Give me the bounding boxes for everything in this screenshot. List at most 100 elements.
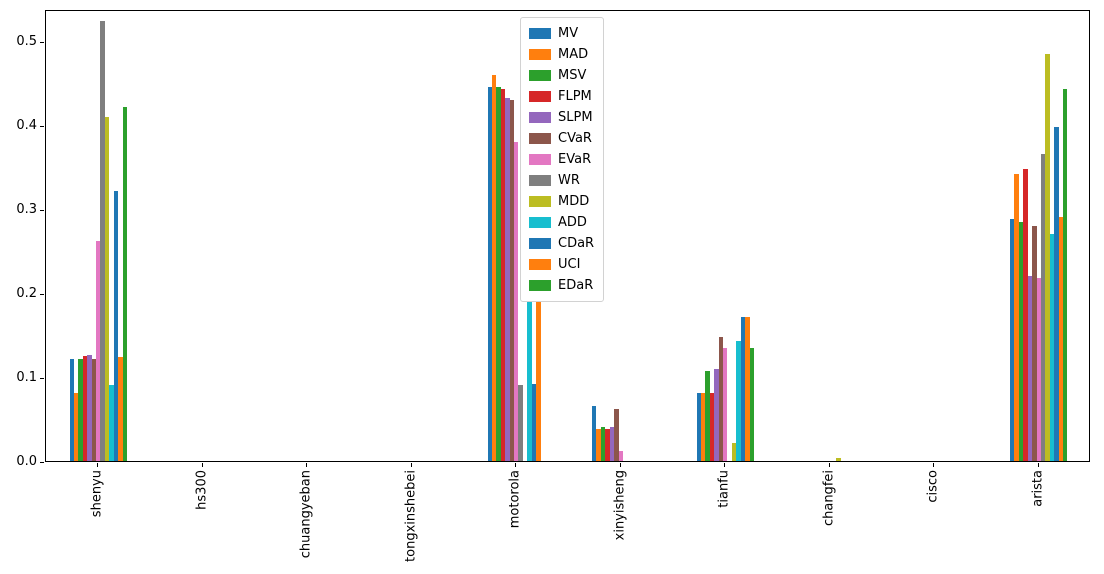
x-tick-label-text: hs300 xyxy=(194,470,210,510)
legend-swatch-UCI xyxy=(529,259,551,270)
bar-ADD-arista xyxy=(1049,234,1055,461)
bar-UCI-shenyu xyxy=(118,356,123,461)
legend-swatch-MDD xyxy=(529,196,551,207)
bar-FLPM-xinyisheng xyxy=(605,429,610,461)
legend-item-CVaR: CVaR xyxy=(529,128,594,149)
legend-label: MV xyxy=(558,26,579,41)
bar-MV-motorola xyxy=(487,87,492,461)
y-tick-mark xyxy=(40,377,44,379)
legend-label: FLPM xyxy=(558,89,592,104)
bar-MDD-shenyu xyxy=(104,117,110,461)
bar-EDaR-arista xyxy=(1063,88,1068,461)
x-tick-label-text: tongxinshebei xyxy=(403,470,419,562)
bar-MSV-shenyu xyxy=(78,359,83,461)
bar-ADD-shenyu xyxy=(109,384,114,461)
bar-MV-arista xyxy=(1010,219,1015,461)
legend-label: EDaR xyxy=(558,278,594,293)
legend-swatch-ADD xyxy=(529,217,551,228)
bar-SLPM-shenyu xyxy=(87,355,92,461)
legend-item-MAD: MAD xyxy=(529,44,594,65)
y-tick-mark xyxy=(40,462,44,463)
legend-swatch-CVaR xyxy=(529,133,551,144)
x-tick-label: arista xyxy=(1030,470,1045,511)
x-tick-mark xyxy=(201,463,203,467)
bar-MSV-tianfu xyxy=(705,371,710,461)
x-tick-mark xyxy=(933,463,935,467)
legend-label: EVaR xyxy=(558,152,592,167)
x-tick-mark xyxy=(515,463,517,467)
bar-CVaR-xinyisheng xyxy=(614,408,619,461)
bar-FLPM-tianfu xyxy=(709,392,715,461)
legend-box: MV MAD MSV FLPM SLPM CVaR EVaR WR MDD ADD CDaR UCI E… xyxy=(520,17,605,302)
legend-item-EDaR: EDaR xyxy=(529,275,594,296)
x-tick-label: chuangyeban xyxy=(299,470,314,562)
x-tick-label-text: cisco xyxy=(925,470,941,503)
bar-SLPM-xinyisheng xyxy=(609,427,615,461)
bar-UCI-tianfu xyxy=(745,316,750,461)
bar-EVaR-xinyisheng xyxy=(618,450,623,461)
legend-swatch-FLPM xyxy=(529,91,551,102)
y-tick-label: 0.0 xyxy=(16,454,37,469)
x-tick-label-text: changfei xyxy=(821,470,837,527)
x-tick-label-text: arista xyxy=(1030,470,1046,507)
bar-SLPM-arista xyxy=(1027,276,1033,461)
y-tick-label: 0.2 xyxy=(16,285,37,301)
x-tick-mark xyxy=(1037,463,1039,467)
x-tick-label: xinyisheng xyxy=(612,470,627,544)
x-tick-mark xyxy=(724,463,726,467)
bar-MSV-arista xyxy=(1018,221,1024,461)
bar-MAD-xinyisheng xyxy=(596,429,601,461)
bar-CDaR-shenyu xyxy=(113,191,119,461)
bar-ADD-tianfu xyxy=(736,340,741,461)
bar-MAD-motorola xyxy=(491,74,497,461)
legend-item-MSV: MSV xyxy=(529,65,594,86)
x-tick-label: tongxinshebei xyxy=(403,470,418,566)
bar-MSV-motorola xyxy=(496,87,501,461)
x-tick-label: cisco xyxy=(926,470,941,507)
bar-EVaR-motorola xyxy=(514,141,519,461)
legend-swatch-EDaR xyxy=(529,280,551,291)
bar-UCI-arista xyxy=(1058,217,1064,461)
bar-EVaR-shenyu xyxy=(96,240,101,461)
y-tick-label: 0.5 xyxy=(16,33,37,49)
legend-label: UCI xyxy=(558,257,581,272)
legend-item-WR: WR xyxy=(529,170,594,191)
legend-label: ADD xyxy=(558,215,587,230)
x-tick-label: motorola xyxy=(508,470,523,532)
y-tick-label: 0.4 xyxy=(16,117,37,133)
bar-CVaR-tianfu xyxy=(718,336,724,461)
bar-EDaR-shenyu xyxy=(122,107,127,461)
legend-item-MDD: MDD xyxy=(529,191,594,212)
legend-swatch-CDaR xyxy=(529,238,551,249)
legend-item-FLPM: FLPM xyxy=(529,86,594,107)
legend-item-MV: MV xyxy=(529,23,594,44)
x-tick-label: shenyu xyxy=(90,470,105,521)
legend-label: MDD xyxy=(558,194,590,209)
bar-CVaR-motorola xyxy=(509,99,515,461)
legend-label: MAD xyxy=(558,47,589,62)
bar-WR-shenyu xyxy=(100,20,105,461)
x-tick-label-text: chuangyeban xyxy=(298,470,314,559)
y-tick-mark xyxy=(40,209,44,211)
bar-SLPM-tianfu xyxy=(714,368,719,461)
x-tick-label-text: xinyisheng xyxy=(612,470,628,541)
bar-MAD-tianfu xyxy=(700,392,706,461)
legend-item-ADD: ADD xyxy=(529,212,594,233)
bar-WR-arista xyxy=(1040,154,1046,461)
legend-item-EVaR: EVaR xyxy=(529,149,594,170)
bar-SLPM-motorola xyxy=(505,98,510,461)
bar-WR-motorola xyxy=(518,385,523,461)
legend-swatch-WR xyxy=(529,175,551,186)
legend-swatch-SLPM xyxy=(529,112,551,123)
bar-MSV-xinyisheng xyxy=(600,427,606,461)
bar-MAD-arista xyxy=(1014,173,1019,461)
x-tick-mark xyxy=(97,463,99,467)
bar-FLPM-arista xyxy=(1023,168,1028,461)
x-tick-label: tianfu xyxy=(717,470,732,512)
legend-label: MSV xyxy=(558,68,587,83)
x-tick-label-text: tianfu xyxy=(716,470,732,508)
bar-FLPM-shenyu xyxy=(82,355,88,461)
x-tick-label: hs300 xyxy=(194,470,209,514)
bar-MDD-arista xyxy=(1045,53,1050,461)
